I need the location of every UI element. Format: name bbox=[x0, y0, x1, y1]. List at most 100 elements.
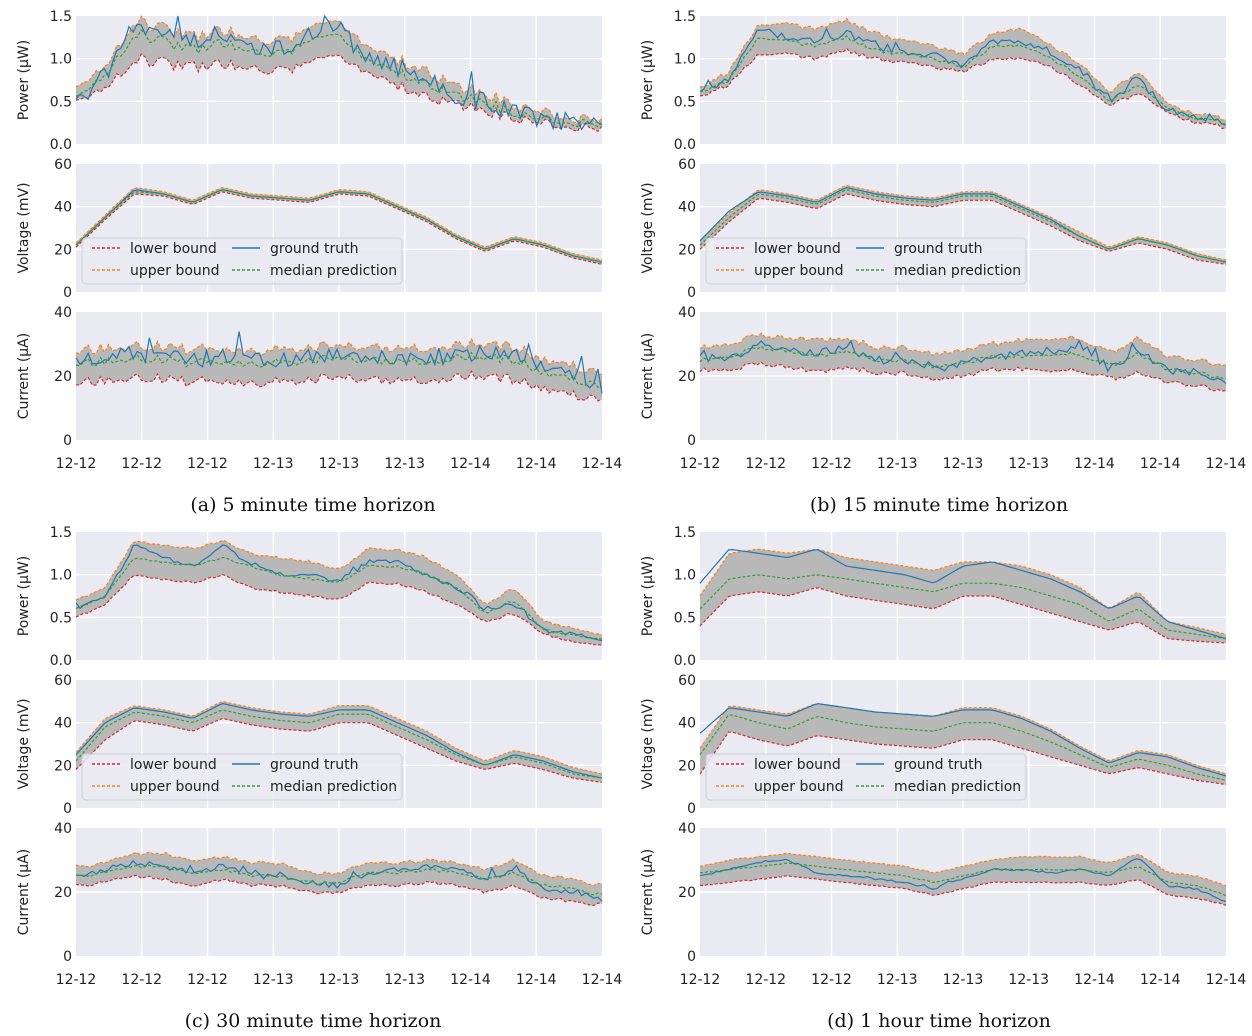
y-tick-label: 0 bbox=[687, 801, 696, 817]
series-upper-bound bbox=[699, 852, 1227, 887]
series-ground-truth bbox=[699, 339, 1227, 384]
x-tick-label: 12-13 bbox=[943, 456, 984, 472]
x-tick-label: 12-13 bbox=[253, 456, 294, 472]
panel-3-subplot-0: 0.0 0.5 1.0 1.5 Power (μW) bbox=[640, 525, 1227, 669]
x-tick-label: 12-14 bbox=[582, 456, 623, 472]
panel-0-subplot-1: 0 20 40 60 Voltage (mV) lower bound upper boun… bbox=[16, 157, 603, 301]
x-tick-label: 12-14 bbox=[450, 456, 491, 472]
y-tick-label: 20 bbox=[54, 758, 72, 774]
series-median-prediction bbox=[699, 862, 1227, 897]
x-tick-label: 12-13 bbox=[1008, 456, 1049, 472]
prediction-interval-band bbox=[76, 540, 602, 646]
legend-label: ground truth bbox=[894, 241, 982, 257]
y-axis-label: Current (μA) bbox=[16, 849, 32, 935]
legend-label: ground truth bbox=[894, 757, 982, 773]
y-axis-label: Current (μA) bbox=[640, 849, 656, 935]
x-tick-label: 12-14 bbox=[1206, 972, 1247, 988]
y-tick-label: 1.5 bbox=[50, 525, 72, 541]
prediction-interval-band bbox=[700, 333, 1226, 391]
y-tick-label: 0.5 bbox=[674, 94, 696, 110]
y-tick-label: 20 bbox=[678, 242, 696, 258]
x-tick-label: 12-12 bbox=[56, 972, 97, 988]
x-tick-label: 12-14 bbox=[1206, 456, 1247, 472]
y-tick-label: 20 bbox=[54, 242, 72, 258]
x-tick-label: 12-13 bbox=[384, 456, 425, 472]
y-tick-label: 0 bbox=[63, 801, 72, 817]
y-tick-label: 40 bbox=[678, 305, 696, 321]
x-tick-label: 12-12 bbox=[811, 972, 852, 988]
series-ground-truth bbox=[699, 858, 1227, 902]
y-tick-label: 0 bbox=[687, 285, 696, 301]
legend-label: lower bound bbox=[130, 241, 217, 257]
legend-label: upper bound bbox=[130, 779, 220, 795]
y-axis-label: Voltage (mV) bbox=[16, 698, 32, 789]
y-axis-label: Power (μW) bbox=[16, 556, 32, 636]
series-upper-bound bbox=[699, 17, 1227, 121]
y-tick-label: 1.0 bbox=[50, 52, 72, 68]
series-median-prediction bbox=[699, 345, 1227, 379]
series-ground-truth bbox=[75, 14, 603, 131]
y-tick-label: 0.0 bbox=[50, 653, 72, 669]
y-axis-label: Current (μA) bbox=[640, 333, 656, 419]
y-tick-label: 1.5 bbox=[674, 9, 696, 25]
x-tick-label: 12-12 bbox=[121, 972, 162, 988]
series-lower-bound bbox=[699, 361, 1227, 392]
y-axis-label: Voltage (mV) bbox=[640, 698, 656, 789]
y-tick-label: 40 bbox=[678, 821, 696, 837]
y-tick-label: 40 bbox=[54, 305, 72, 321]
y-tick-label: 40 bbox=[678, 716, 696, 732]
y-tick-label: 0.0 bbox=[674, 137, 696, 153]
series-median-prediction bbox=[699, 574, 1227, 640]
series-lower-bound bbox=[75, 573, 603, 646]
series-median-prediction bbox=[699, 189, 1227, 263]
legend-label: upper bound bbox=[754, 263, 844, 279]
series-ground-truth bbox=[699, 27, 1227, 126]
series-lower-bound bbox=[75, 717, 603, 783]
y-tick-label: 0.0 bbox=[50, 137, 72, 153]
series-lower-bound bbox=[75, 370, 603, 402]
series-ground-truth bbox=[699, 548, 1227, 640]
legend: lower bound upper bound ground truth median… bbox=[81, 237, 403, 285]
legend-box bbox=[81, 753, 403, 801]
y-tick-label: 1.5 bbox=[674, 525, 696, 541]
x-tick-label: 12-14 bbox=[450, 972, 491, 988]
y-axis-label: Current (μA) bbox=[16, 333, 32, 419]
legend-label: lower bound bbox=[754, 757, 841, 773]
x-tick-label: 12-13 bbox=[384, 972, 425, 988]
y-tick-label: 40 bbox=[54, 200, 72, 216]
y-tick-label: 0 bbox=[63, 285, 72, 301]
legend: lower bound upper bound ground truth median… bbox=[705, 237, 1027, 285]
x-tick-label: 12-12 bbox=[121, 456, 162, 472]
x-tick-label: 12-12 bbox=[745, 972, 786, 988]
legend-box bbox=[81, 237, 403, 285]
series-lower-bound bbox=[699, 875, 1227, 906]
x-tick-label: 12-12 bbox=[680, 972, 721, 988]
series-upper-bound bbox=[699, 332, 1227, 367]
prediction-interval-band bbox=[700, 703, 1226, 785]
series-upper-bound bbox=[699, 548, 1227, 635]
series-ground-truth bbox=[75, 544, 603, 642]
y-tick-label: 0 bbox=[63, 949, 72, 965]
y-tick-label: 0 bbox=[687, 433, 696, 449]
x-tick-label: 12-12 bbox=[56, 456, 97, 472]
caption-b: (b) 15 minute time horizon bbox=[809, 494, 1069, 516]
y-tick-label: 60 bbox=[54, 673, 72, 689]
panel-1-subplot-2: 0 20 40 Current (μA) bbox=[640, 305, 1227, 449]
legend-label: median prediction bbox=[894, 779, 1021, 795]
caption-a: (a) 5 minute time horizon bbox=[190, 494, 436, 516]
caption-c: (c) 30 minute time horizon bbox=[184, 1010, 442, 1032]
y-tick-label: 40 bbox=[678, 200, 696, 216]
y-tick-label: 40 bbox=[54, 716, 72, 732]
y-tick-label: 1.0 bbox=[674, 568, 696, 584]
series-lower-bound bbox=[75, 874, 603, 907]
x-tick-label: 12-14 bbox=[1140, 456, 1181, 472]
x-tick-label: 12-14 bbox=[1074, 456, 1115, 472]
legend-box bbox=[705, 753, 1027, 801]
legend-label: median prediction bbox=[270, 779, 397, 795]
x-tick-label: 12-12 bbox=[187, 456, 228, 472]
x-tick-label: 12-13 bbox=[943, 972, 984, 988]
x-tick-label: 12-13 bbox=[877, 456, 918, 472]
y-tick-label: 20 bbox=[54, 369, 72, 385]
